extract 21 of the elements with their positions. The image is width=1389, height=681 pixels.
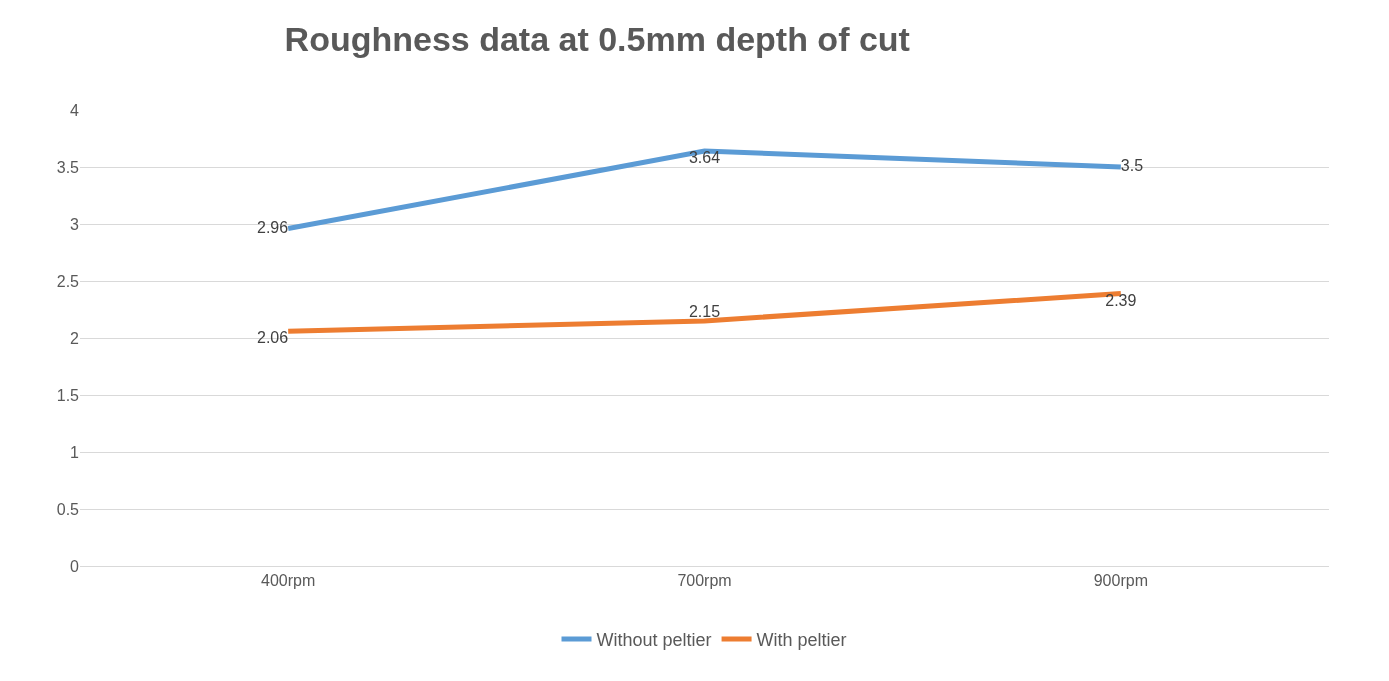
data-label: 2.15: [688, 302, 721, 320]
data-label: 2.39: [1105, 291, 1137, 309]
y-tick-label: 0.5: [56, 500, 80, 518]
x-tick-label: 700rpm: [677, 572, 732, 590]
y-tick-label: 1.5: [56, 386, 80, 404]
data-label: 2.96: [257, 218, 289, 236]
data-label: 3.5: [1120, 157, 1144, 174]
x-tick-label: 400rpm: [261, 572, 316, 590]
legend-label: With peltier: [756, 629, 847, 650]
y-tick-label: 3: [70, 215, 80, 233]
y-tick-label: 2.5: [56, 272, 80, 290]
data-label: 3.64: [688, 149, 721, 167]
y-tick-label: 3.5: [56, 158, 80, 176]
legend-label: Without peltier: [596, 629, 712, 650]
y-tick-label: 4: [70, 101, 80, 119]
data-label: 2.06: [257, 329, 289, 347]
y-tick-label: 0: [70, 557, 80, 575]
y-tick-label: 2: [70, 329, 80, 347]
y-tick-label: 1: [70, 443, 80, 461]
chart-title: Roughness data at 0.5mm depth of cut: [284, 20, 910, 59]
x-tick-label: 900rpm: [1093, 572, 1148, 590]
